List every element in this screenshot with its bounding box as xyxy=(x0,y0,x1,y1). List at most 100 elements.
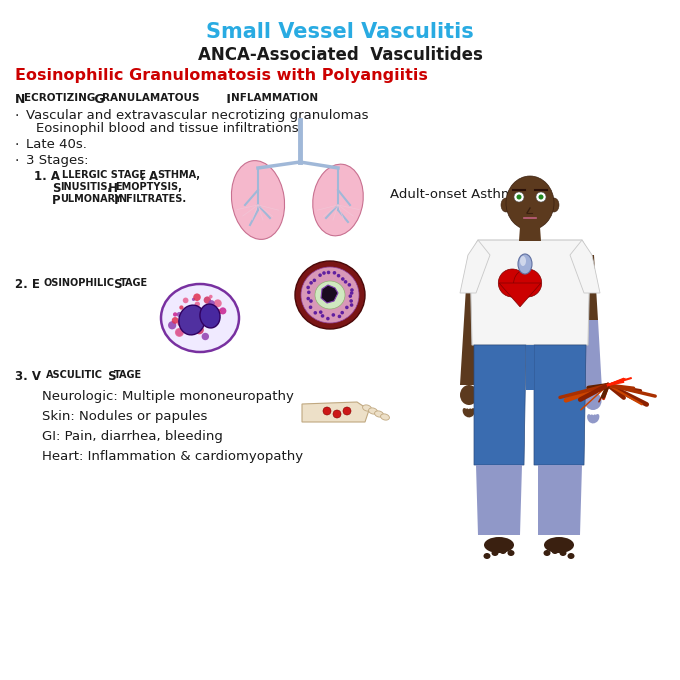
Circle shape xyxy=(350,291,354,295)
Text: Small Vessel Vasculitis: Small Vessel Vasculitis xyxy=(206,22,474,42)
Ellipse shape xyxy=(518,254,532,274)
Ellipse shape xyxy=(585,392,602,410)
Circle shape xyxy=(183,298,188,303)
Text: NFLAMMATION: NFLAMMATION xyxy=(231,93,318,103)
Circle shape xyxy=(333,410,341,418)
Circle shape xyxy=(220,307,226,314)
Ellipse shape xyxy=(549,198,559,212)
Polygon shape xyxy=(460,320,480,385)
Text: ULMONARY: ULMONARY xyxy=(60,194,122,204)
Circle shape xyxy=(172,317,178,324)
Polygon shape xyxy=(526,345,534,390)
Text: ·: · xyxy=(15,109,19,123)
Text: OSINOPHILIC: OSINOPHILIC xyxy=(43,278,114,288)
Circle shape xyxy=(201,333,209,340)
Text: STHMA,: STHMA, xyxy=(157,170,200,180)
Circle shape xyxy=(332,313,335,317)
Polygon shape xyxy=(476,465,522,535)
Circle shape xyxy=(513,269,542,297)
Text: G: G xyxy=(90,93,105,106)
Circle shape xyxy=(326,271,330,274)
Text: RANULAMATOUS: RANULAMATOUS xyxy=(102,93,199,103)
Text: Vascular and extravascular necrotizing granulomas: Vascular and extravascular necrotizing g… xyxy=(26,109,369,122)
Ellipse shape xyxy=(375,411,384,417)
Circle shape xyxy=(321,314,324,318)
Ellipse shape xyxy=(460,385,478,405)
Circle shape xyxy=(345,305,349,309)
Circle shape xyxy=(341,311,344,314)
Ellipse shape xyxy=(590,415,594,424)
Polygon shape xyxy=(470,240,590,345)
Ellipse shape xyxy=(362,405,371,411)
Ellipse shape xyxy=(315,281,345,309)
Ellipse shape xyxy=(560,550,566,556)
Circle shape xyxy=(309,299,313,303)
Circle shape xyxy=(307,286,310,289)
Ellipse shape xyxy=(551,548,558,554)
Text: ASCULITIC: ASCULITIC xyxy=(46,370,103,380)
Ellipse shape xyxy=(467,409,473,418)
Ellipse shape xyxy=(483,553,490,559)
Text: S: S xyxy=(104,370,117,383)
Ellipse shape xyxy=(520,256,526,266)
Text: INUSITIS,: INUSITIS, xyxy=(60,182,112,192)
Ellipse shape xyxy=(507,550,515,556)
Text: S: S xyxy=(52,182,61,195)
Text: Eosinophil blood and tissue infiltrations.: Eosinophil blood and tissue infiltration… xyxy=(36,122,303,135)
Circle shape xyxy=(208,300,215,307)
Ellipse shape xyxy=(484,537,514,553)
Ellipse shape xyxy=(506,176,554,230)
Text: LLERGIC STAGE: LLERGIC STAGE xyxy=(62,170,146,180)
Circle shape xyxy=(349,294,352,298)
Circle shape xyxy=(350,303,354,307)
Text: EMOPTYSIS,: EMOPTYSIS, xyxy=(115,182,182,192)
Circle shape xyxy=(350,288,354,292)
Polygon shape xyxy=(582,320,602,390)
Ellipse shape xyxy=(492,550,498,556)
Text: Skin: Nodules or papules: Skin: Nodules or papules xyxy=(42,410,207,423)
Circle shape xyxy=(175,328,183,336)
Circle shape xyxy=(514,192,524,202)
Circle shape xyxy=(307,296,310,301)
Text: ECROTIZING: ECROTIZING xyxy=(24,93,95,103)
Circle shape xyxy=(180,324,188,331)
Text: 3. V: 3. V xyxy=(15,370,41,383)
Polygon shape xyxy=(321,285,338,303)
Text: Eosinophilic Granulomatosis with Polyangiitis: Eosinophilic Granulomatosis with Polyang… xyxy=(15,68,428,83)
Ellipse shape xyxy=(501,198,511,212)
Polygon shape xyxy=(519,227,541,241)
Polygon shape xyxy=(460,240,490,293)
Circle shape xyxy=(182,323,188,330)
Circle shape xyxy=(322,271,326,275)
Circle shape xyxy=(194,301,200,307)
Circle shape xyxy=(309,281,313,285)
Text: 2. E: 2. E xyxy=(15,278,40,291)
Text: Heart: Inflammation & cardiomyopathy: Heart: Inflammation & cardiomyopathy xyxy=(42,450,303,463)
Ellipse shape xyxy=(381,414,390,420)
Circle shape xyxy=(318,273,322,277)
Circle shape xyxy=(195,326,204,335)
Circle shape xyxy=(536,192,546,202)
Text: GI: Pain, diarrhea, bleeding: GI: Pain, diarrhea, bleeding xyxy=(42,430,223,443)
Circle shape xyxy=(193,294,201,301)
Ellipse shape xyxy=(231,160,284,239)
Circle shape xyxy=(323,407,331,415)
Circle shape xyxy=(347,283,351,287)
Polygon shape xyxy=(578,255,598,320)
Text: H: H xyxy=(104,182,118,195)
Circle shape xyxy=(209,295,213,299)
Circle shape xyxy=(326,317,330,320)
Circle shape xyxy=(343,407,351,415)
Ellipse shape xyxy=(200,304,220,328)
Polygon shape xyxy=(570,240,600,293)
Circle shape xyxy=(177,320,184,326)
Circle shape xyxy=(337,274,341,277)
Ellipse shape xyxy=(179,305,205,335)
Circle shape xyxy=(216,309,221,314)
Ellipse shape xyxy=(469,408,475,417)
Circle shape xyxy=(341,277,345,281)
Circle shape xyxy=(180,305,184,309)
Circle shape xyxy=(319,310,322,314)
Ellipse shape xyxy=(301,267,359,323)
Text: I: I xyxy=(222,93,231,106)
